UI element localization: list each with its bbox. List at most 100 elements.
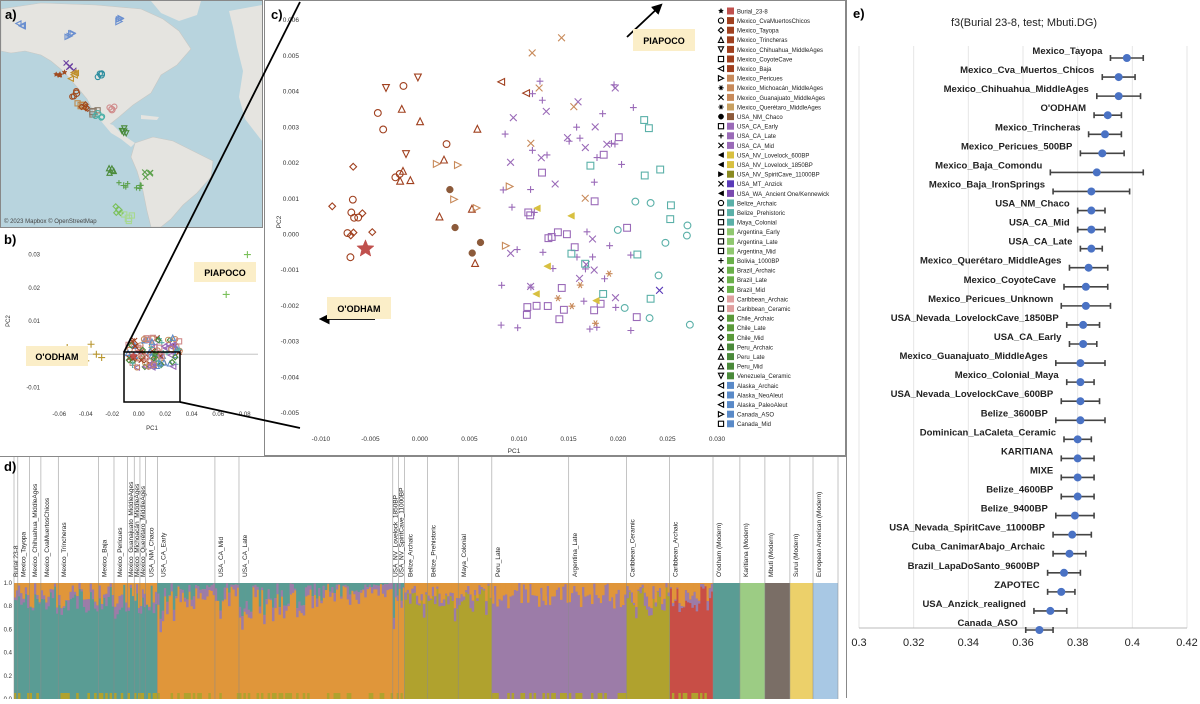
- admix-individual-bar: [331, 583, 333, 587]
- admix-individual-bar: [338, 584, 340, 585]
- admix-individual-bar: [351, 583, 353, 591]
- admix-individual-bar: [556, 583, 558, 590]
- admix-individual-bar: [421, 594, 424, 600]
- admix-individual-bar: [681, 583, 683, 606]
- admix-individual-bar: [423, 583, 426, 604]
- pcac-y-tick: -0.005: [281, 410, 300, 417]
- admix-individual-bar: [127, 608, 130, 611]
- admix-individual-bar: [416, 596, 419, 605]
- admix-individual-bar: [349, 594, 351, 604]
- admix-individual-bar: [76, 693, 79, 699]
- admix-individual-bar: [560, 693, 562, 699]
- admix-individual-bar: [257, 587, 259, 590]
- admix-individual-bar: [250, 612, 252, 619]
- admix-individual-bar: [629, 583, 631, 590]
- admix-individual-bar: [263, 615, 265, 624]
- admix-group-label: Mexico_Baja: [102, 539, 109, 577]
- admix-individual-bar: [633, 603, 635, 605]
- pcab-odham-point: [98, 354, 105, 361]
- legend-swatch: [727, 142, 734, 149]
- admix-individual-bar: [527, 603, 529, 617]
- pcac-point: [662, 239, 669, 246]
- admix-individual-bar: [467, 583, 470, 586]
- admix-individual-bar: [661, 583, 663, 604]
- admix-individual-bar: [369, 585, 371, 588]
- admix-individual-bar: [430, 599, 432, 600]
- f3-row-label: KARITIANA: [1001, 446, 1053, 457]
- admix-individual-bar: [116, 583, 119, 604]
- legend-symbol: [718, 364, 723, 369]
- admix-individual-bar: [700, 584, 702, 587]
- admix-individual-bar: [657, 591, 659, 592]
- admix-individual-bar: [547, 693, 549, 699]
- f3-row-label: Mexico_Baja_Comondu: [935, 160, 1042, 171]
- admix-individual-bar: [411, 583, 414, 589]
- admix-individual-bar: [272, 608, 274, 621]
- admix-individual-bar: [384, 584, 386, 597]
- admix-individual-bar: [430, 583, 432, 599]
- admix-individual-bar: [604, 583, 607, 585]
- admix-individual-bar: [63, 693, 66, 699]
- admix-group-label: Surui (Modern): [793, 534, 800, 577]
- legend-swatch: [727, 315, 734, 322]
- admix-individual-bar: [438, 693, 440, 699]
- admix-individual-bar: [281, 590, 283, 596]
- admix-individual-bar: [485, 583, 488, 601]
- admix-individual-bar: [166, 602, 169, 614]
- admix-individual-bar: [514, 583, 516, 590]
- pcac-point: [603, 141, 610, 148]
- admix-individual-bar: [591, 604, 594, 613]
- admix-individual-bar: [626, 693, 628, 699]
- admix-group-label: Karitiana (Modern): [743, 523, 750, 577]
- admix-individual-bar: [373, 583, 375, 585]
- admix-individual-bar: [672, 583, 674, 603]
- admix-individual-bar: [58, 583, 61, 595]
- admix-individual-bar: [529, 583, 531, 584]
- pcac-point: [329, 203, 336, 210]
- admix-individual-bar: [438, 583, 440, 594]
- admix-individual-bar: [646, 583, 648, 597]
- pcac-point: [591, 267, 598, 274]
- admix-individual-bar: [514, 590, 516, 596]
- pcac-point: [646, 315, 653, 322]
- pcac-point: [576, 275, 583, 282]
- admix-individual-bar: [60, 693, 63, 699]
- admix-individual-bar: [87, 693, 90, 699]
- admix-individual-bar: [197, 586, 200, 598]
- pcac-point: [600, 151, 607, 158]
- admix-individual-bar: [110, 583, 112, 587]
- admix-individual-bar: [103, 583, 105, 595]
- legend-label: Mexico_Pericues: [737, 77, 783, 83]
- admix-individual-bar: [547, 583, 549, 586]
- admix-individual-bar: [602, 595, 605, 603]
- f3-row-label: Mexico_Chihuahua_MiddleAges: [944, 84, 1089, 95]
- legend-swatch: [727, 334, 734, 341]
- admix-individual-bar: [375, 585, 377, 589]
- admix-individual-bar: [261, 588, 263, 591]
- admix-individual-bar: [274, 583, 276, 598]
- admix-individual-bar: [279, 607, 281, 615]
- legend-label: Mexico_CoyoteCave: [737, 57, 793, 63]
- admix-individual-bar: [631, 583, 633, 592]
- legend-label: Mexico_Guanajuato_MiddleAges: [737, 96, 825, 102]
- f3-row-label: O'ODHAM: [1041, 103, 1087, 114]
- admix-group-label: USA_CA_Early: [160, 532, 167, 577]
- admix-individual-bar: [14, 597, 16, 600]
- pcac-point: [627, 327, 634, 334]
- pcab-x-label: PC1: [146, 426, 158, 432]
- admix-individual-bar: [252, 586, 254, 588]
- legend-swatch: [727, 372, 734, 379]
- pcac-point: [612, 294, 619, 301]
- admix-individual-bar: [206, 585, 209, 596]
- legend-swatch: [727, 248, 734, 255]
- admix-individual-bar: [142, 583, 144, 589]
- legend-label: Venezuela_Ceramic: [737, 374, 791, 380]
- admix-individual-bar: [657, 693, 659, 699]
- admix-individual-bar: [60, 608, 63, 615]
- legend-swatch: [727, 56, 734, 63]
- admix-y-tick: 1.0: [4, 581, 13, 587]
- admix-individual-bar: [536, 583, 538, 596]
- admix-individual-bar: [696, 583, 698, 599]
- admix-individual-bar: [685, 583, 687, 590]
